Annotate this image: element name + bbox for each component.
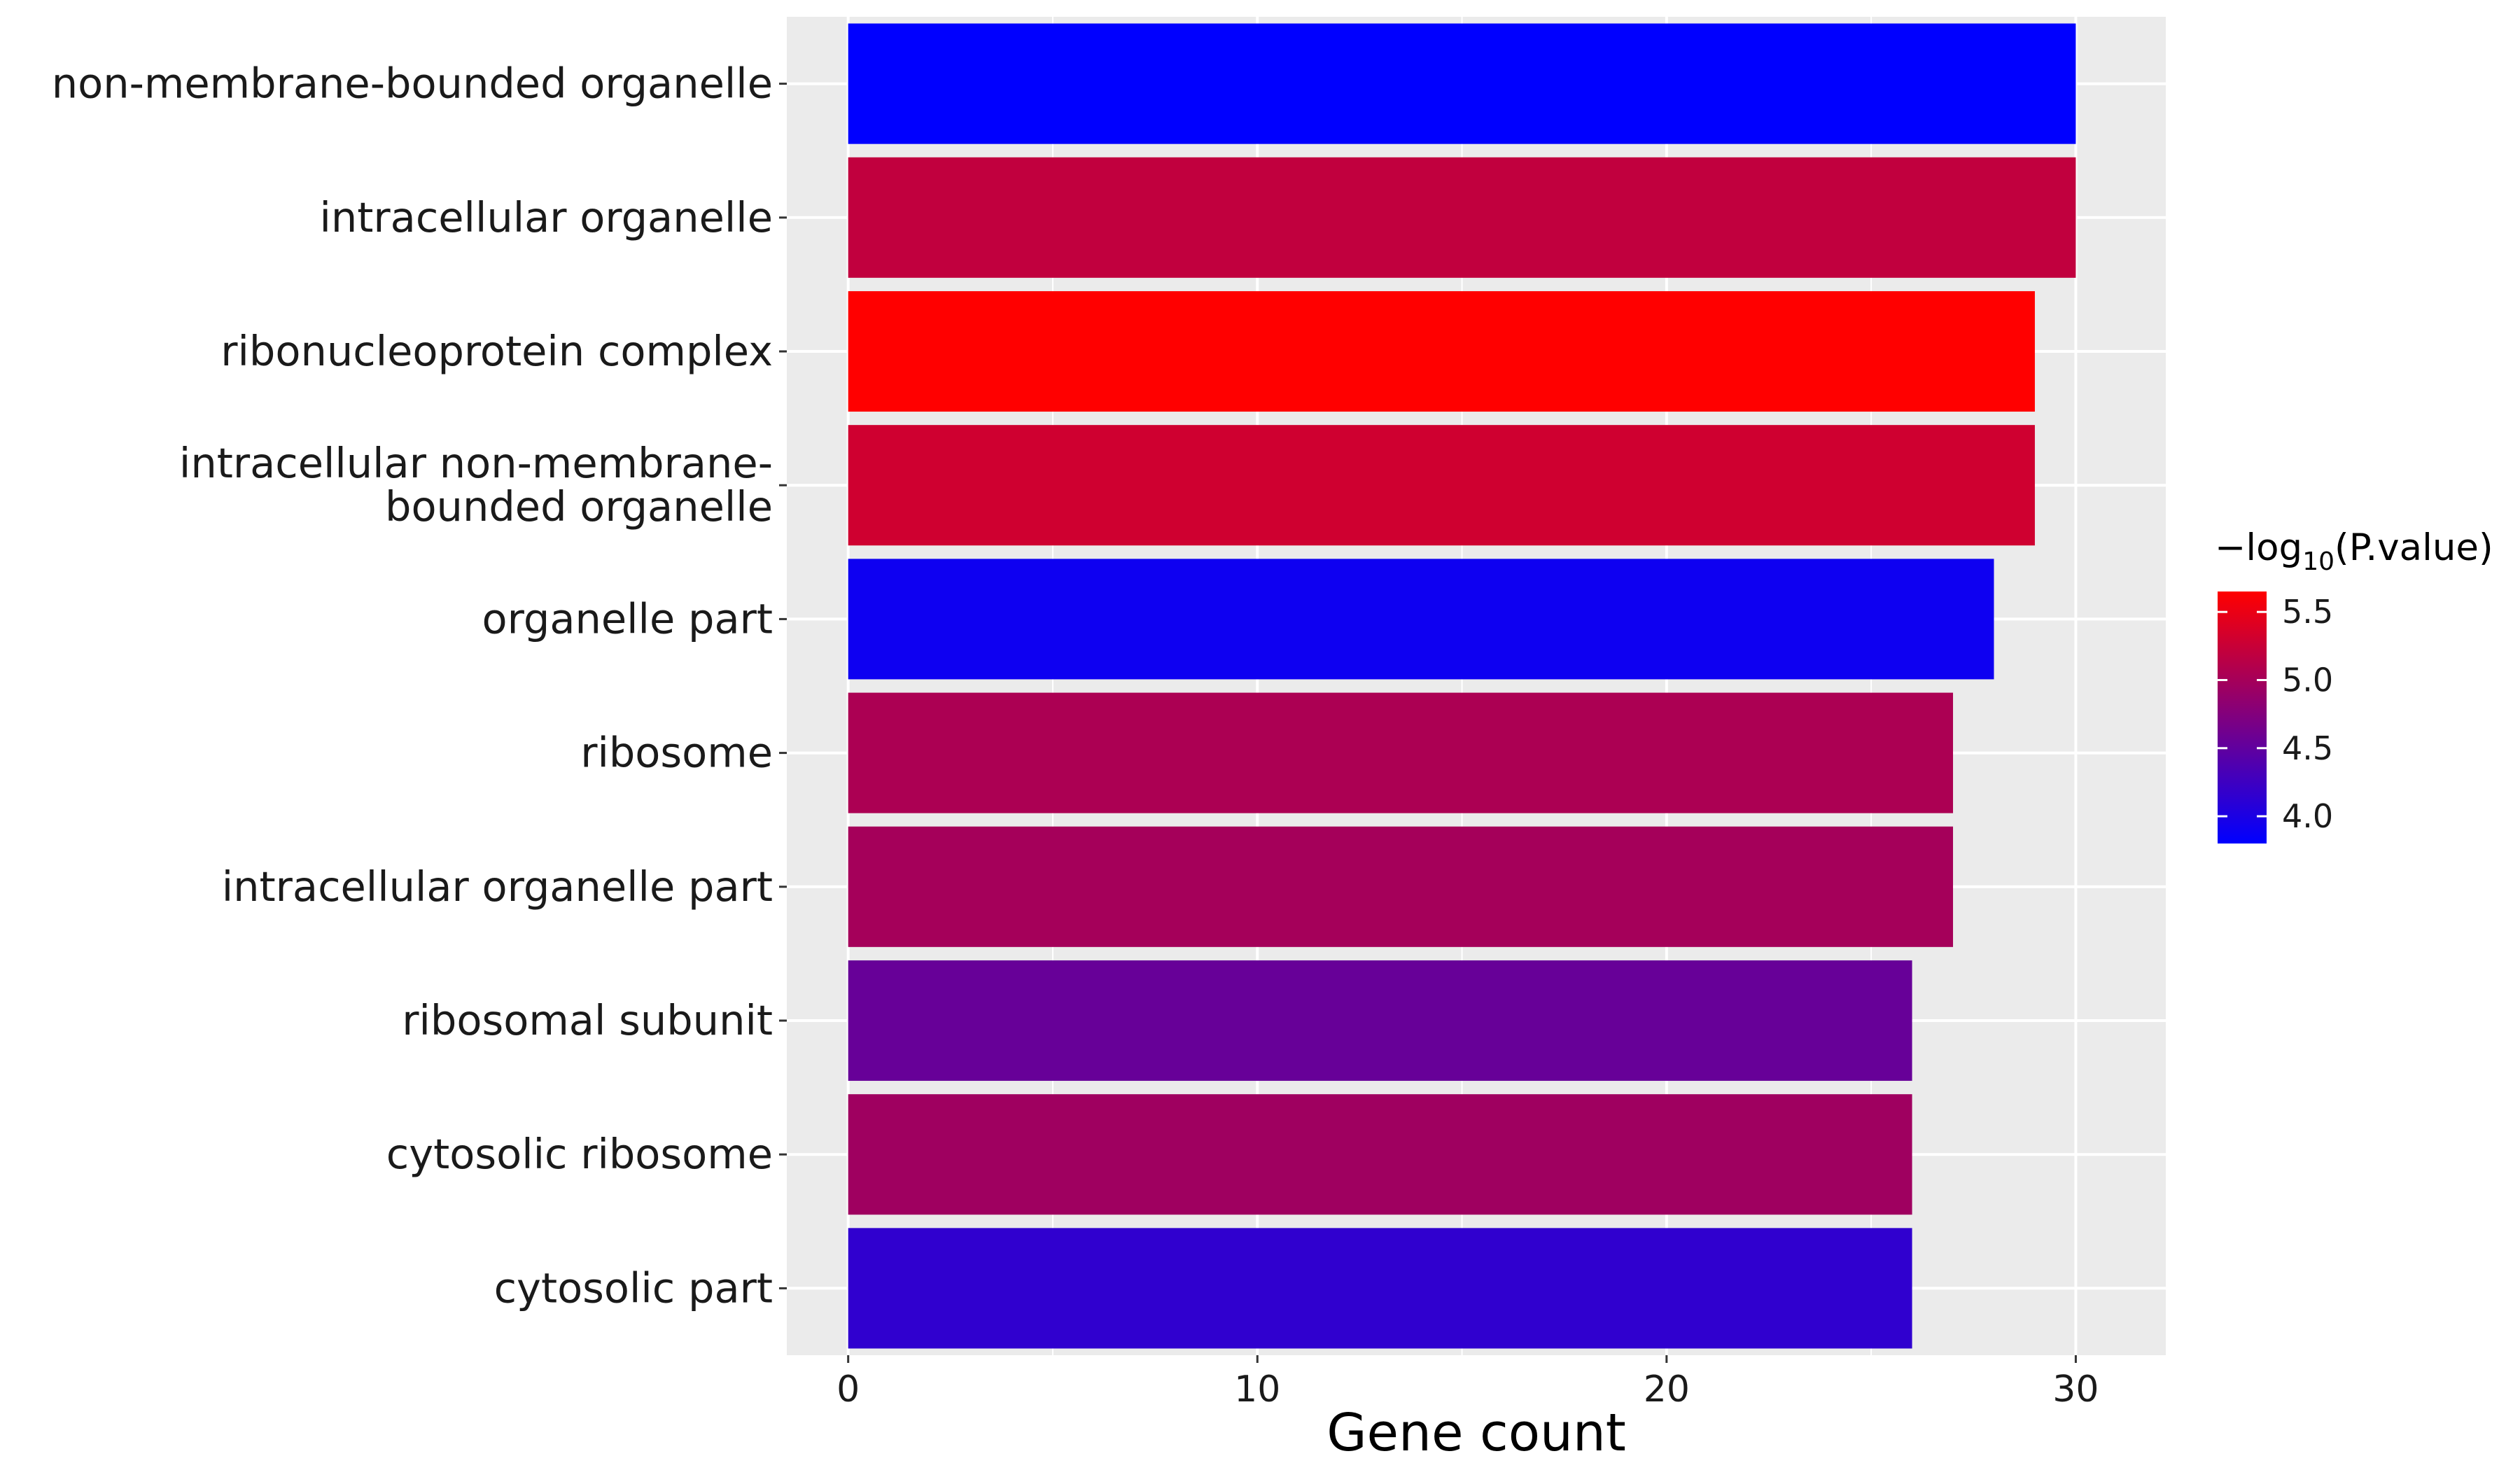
bar [848,960,1912,1082]
x-tick-label: 20 [1644,1368,1690,1410]
category-label-line: ribonucleoprotein complex [220,327,773,375]
legend-tick-label: 4.0 [2282,797,2333,835]
x-axis-title: Gene count [1326,1403,1626,1463]
category-label: non-membrane-bounded organelle [52,59,773,108]
category-label: intracellular organelle [319,193,773,241]
x-tick-label: 30 [2052,1368,2099,1410]
category-label-line: bounded organelle [385,482,773,531]
y-axis: non-membrane-bounded organelle intracellu… [52,59,787,1312]
x-tick-label: 10 [1234,1368,1280,1410]
bar [848,559,1994,680]
category-label-line: cytosolic part [494,1264,773,1312]
category-label-line: intracellular organelle [319,193,773,241]
category-label: cytosolic ribosome [386,1130,773,1178]
legend-tick-label: 4.5 [2282,729,2333,767]
category-label: ribosomal subunit [402,996,773,1044]
category-label-line: intracellular organelle part [222,862,773,911]
bar [848,1094,1912,1215]
bar [848,425,2035,546]
legend-colorbar [2218,592,2267,844]
category-label: intracellular non-membrane-bounded organ… [179,439,773,531]
category-label: ribonucleoprotein complex [220,327,773,375]
x-axis: 0 10 20 30 Gene count [836,1355,2099,1463]
category-label-line: cytosolic ribosome [386,1130,773,1178]
bar [848,826,1954,947]
category-label-line: intracellular non-membrane- [179,439,773,487]
category-label: cytosolic part [494,1264,773,1312]
category-label: organelle part [482,594,773,643]
bar [848,1228,1912,1349]
category-label: intracellular organelle part [222,862,773,911]
color-legend: −log10(P.value)5.55.04.54.0 [2215,526,2493,844]
bar [848,290,2035,412]
bar [848,692,1954,813]
legend-title: −log10(P.value) [2215,526,2493,576]
legend-tick-label: 5.0 [2282,661,2333,699]
legend-title-subscript: 10 [2302,547,2334,576]
category-label-line: ribosome [580,729,773,777]
legend-tick-label: 5.5 [2282,593,2333,631]
legend-title-suffix: (P.value) [2334,526,2493,569]
bar [848,157,2076,278]
legend-title-prefix: −log [2215,526,2302,569]
bars [848,23,2076,1349]
bar [848,23,2076,144]
category-label-line: organelle part [482,594,773,643]
category-label-line: non-membrane-bounded organelle [52,59,773,108]
category-label: ribosome [580,729,773,777]
category-label-line: ribosomal subunit [402,996,773,1044]
x-tick-label: 0 [836,1368,860,1410]
